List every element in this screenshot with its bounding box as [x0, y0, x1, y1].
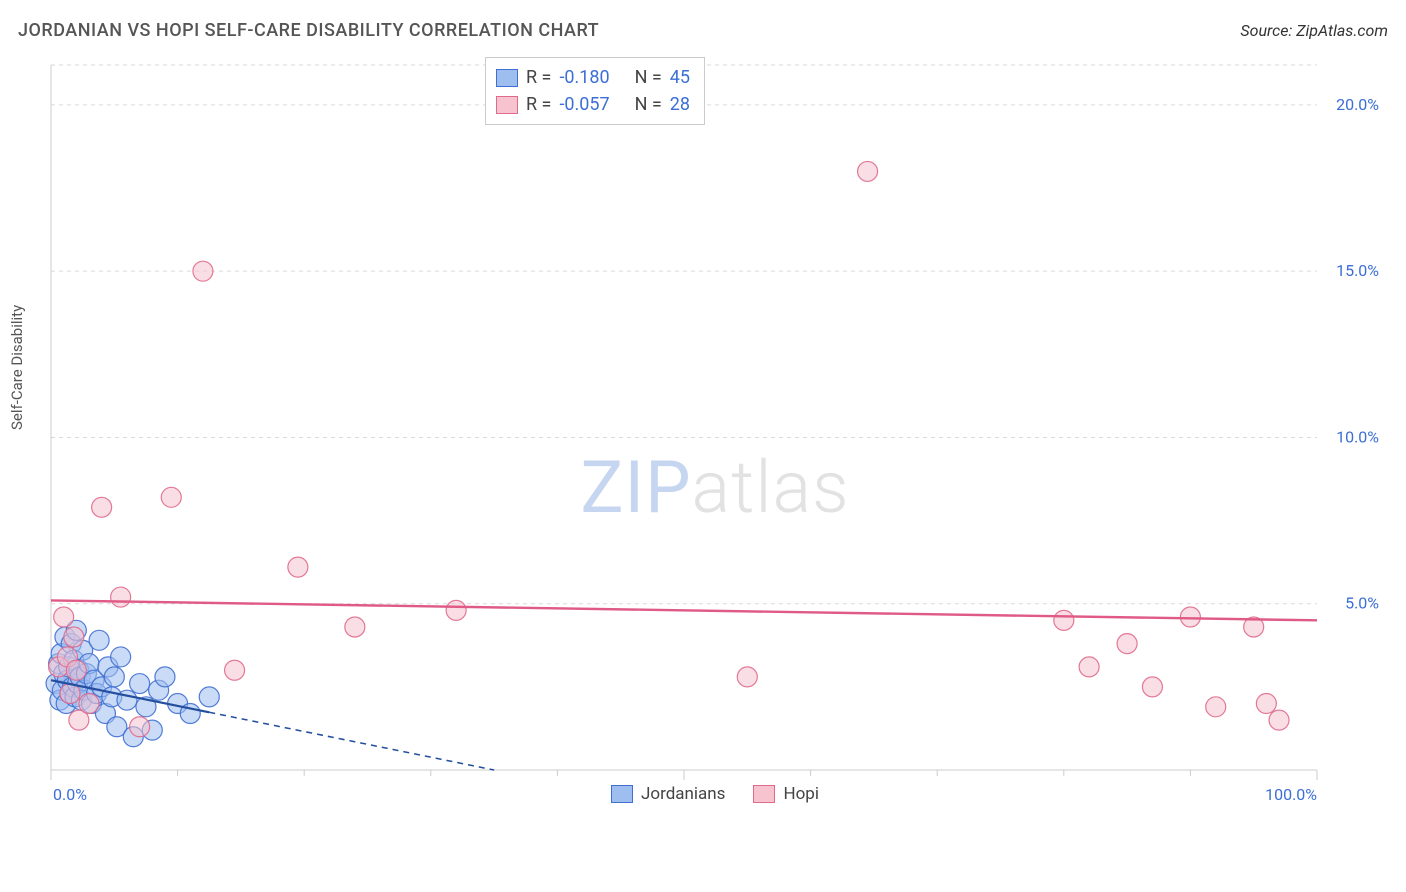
bottom-label-0: Jordanians [641, 784, 725, 804]
stats-legend: R = -0.180 N = 45 R = -0.057 N = 28 [485, 57, 705, 125]
stats-n-label-0: N = [635, 64, 662, 91]
chart-header: JORDANIAN VS HOPI SELF-CARE DISABILITY C… [18, 20, 1388, 41]
svg-text:20.0%: 20.0% [1336, 95, 1379, 114]
stats-r-label-1: R = [526, 91, 551, 118]
bottom-legend-item-0: Jordanians [611, 784, 725, 804]
scatter-svg: 5.0%10.0%15.0%20.0%0.0%100.0% [45, 55, 1385, 810]
stats-n-value-0: 45 [670, 64, 690, 91]
stats-r-value-1: -0.057 [559, 91, 609, 118]
stats-r-label-0: R = [526, 64, 551, 91]
bottom-swatch-0 [611, 785, 633, 803]
svg-text:15.0%: 15.0% [1336, 261, 1379, 280]
bottom-swatch-1 [753, 785, 775, 803]
bottom-legend: Jordanians Hopi [45, 784, 1385, 804]
stats-legend-row-0: R = -0.180 N = 45 [496, 64, 690, 91]
stats-n-label-1: N = [635, 91, 662, 118]
chart-title: JORDANIAN VS HOPI SELF-CARE DISABILITY C… [18, 20, 599, 41]
bottom-legend-item-1: Hopi [753, 784, 819, 804]
stats-legend-row-1: R = -0.057 N = 28 [496, 91, 690, 118]
plot-area: 5.0%10.0%15.0%20.0%0.0%100.0% ZIPatlas R… [45, 55, 1385, 810]
stats-n-value-1: 28 [670, 91, 690, 118]
svg-text:10.0%: 10.0% [1336, 427, 1379, 446]
chart-source: Source: ZipAtlas.com [1240, 21, 1388, 40]
y-axis-label: Self-Care Disability [8, 305, 26, 430]
stats-swatch-1 [496, 96, 518, 114]
bottom-label-1: Hopi [783, 784, 819, 804]
stats-r-value-0: -0.180 [559, 64, 609, 91]
svg-text:5.0%: 5.0% [1345, 594, 1379, 613]
stats-swatch-0 [496, 69, 518, 87]
